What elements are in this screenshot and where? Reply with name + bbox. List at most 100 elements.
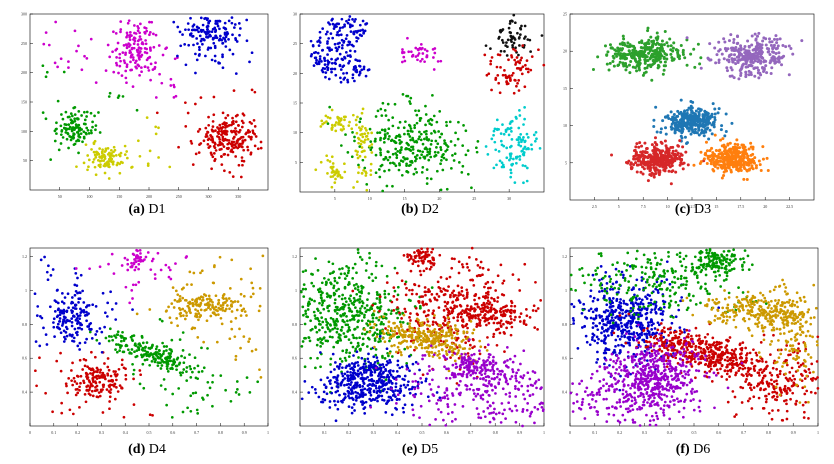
- data-point: [337, 294, 341, 298]
- data-point: [377, 318, 381, 322]
- data-point: [643, 150, 647, 154]
- data-point: [436, 60, 440, 63]
- noise-point: [98, 327, 102, 330]
- data-point: [505, 41, 508, 44]
- data-point: [121, 51, 125, 55]
- data-point: [439, 148, 443, 152]
- noise-point: [132, 403, 136, 406]
- data-point: [716, 111, 720, 115]
- data-point: [415, 171, 419, 174]
- data-point: [115, 63, 119, 67]
- data-point: [136, 346, 140, 349]
- data-point: [369, 162, 373, 166]
- data-point: [235, 40, 239, 43]
- data-point: [520, 72, 524, 76]
- data-point: [512, 13, 516, 17]
- noise-point: [170, 338, 174, 342]
- data-point: [717, 107, 721, 111]
- data-point: [333, 25, 337, 29]
- data-point: [747, 73, 751, 77]
- data-point: [78, 405, 81, 409]
- data-point: [214, 22, 217, 25]
- data-point: [94, 370, 98, 373]
- y-tick-label: 25: [563, 12, 567, 17]
- data-point: [726, 154, 730, 158]
- data-point: [209, 135, 213, 138]
- data-point: [637, 41, 641, 45]
- data-point: [302, 313, 305, 317]
- data-point: [444, 141, 447, 145]
- noise-point: [248, 60, 251, 64]
- noise-point: [56, 99, 60, 103]
- data-point: [232, 143, 236, 147]
- y-tick-label: 5: [565, 160, 567, 165]
- data-point: [88, 330, 92, 334]
- data-point: [347, 124, 351, 127]
- data-point: [58, 313, 62, 317]
- data-point: [401, 48, 404, 51]
- data-point: [749, 141, 753, 145]
- noise-point: [250, 88, 254, 92]
- noise-point: [170, 321, 173, 325]
- data-point: [360, 291, 363, 295]
- data-point: [433, 150, 437, 154]
- data-point: [114, 154, 118, 157]
- x-tick-label: 150: [116, 194, 122, 199]
- noise-point: [34, 369, 37, 373]
- data-point: [323, 67, 327, 71]
- data-point: [757, 31, 761, 35]
- data-point: [351, 345, 355, 349]
- caption-name: D3: [690, 202, 711, 217]
- data-point: [453, 143, 457, 147]
- data-point: [339, 272, 343, 276]
- noise-point: [239, 314, 243, 317]
- data-point: [98, 147, 101, 150]
- data-point: [379, 107, 383, 111]
- data-point: [365, 330, 369, 334]
- data-point: [764, 37, 768, 41]
- data-point: [346, 54, 350, 58]
- data-point: [714, 61, 718, 65]
- data-point: [667, 169, 671, 173]
- data-point: [475, 150, 479, 154]
- data-point: [93, 165, 97, 169]
- data-point: [493, 127, 497, 131]
- data-point: [716, 166, 720, 170]
- data-point: [338, 174, 342, 177]
- noise-point: [239, 277, 243, 281]
- data-point: [429, 155, 433, 159]
- caption-letter: (c): [675, 202, 691, 217]
- data-point: [320, 316, 324, 319]
- data-point: [680, 153, 684, 157]
- x-tick-label: 350: [235, 194, 241, 199]
- data-point: [104, 336, 108, 340]
- data-point: [312, 284, 315, 288]
- data-point: [351, 276, 355, 280]
- data-point: [146, 66, 150, 69]
- data-point: [627, 49, 631, 53]
- data-point: [73, 113, 77, 116]
- data-point: [55, 132, 58, 135]
- data-point: [105, 388, 109, 391]
- data-point: [90, 148, 93, 151]
- data-point: [341, 44, 344, 47]
- data-point: [357, 163, 360, 167]
- data-point: [249, 295, 253, 299]
- data-point: [370, 272, 374, 276]
- data-point: [82, 357, 86, 361]
- data-point: [505, 75, 509, 79]
- data-point: [374, 260, 378, 264]
- data-point: [348, 351, 352, 355]
- data-point: [742, 47, 746, 51]
- noise-point: [51, 410, 54, 414]
- noise-point: [98, 131, 102, 134]
- data-point: [115, 163, 119, 167]
- data-point: [744, 65, 748, 69]
- y-tick-label: 1.2: [22, 254, 27, 259]
- data-point: [613, 48, 617, 52]
- data-point: [650, 143, 654, 147]
- data-point: [223, 123, 227, 127]
- data-point: [70, 114, 74, 118]
- data-point: [337, 45, 341, 49]
- data-point: [516, 31, 519, 35]
